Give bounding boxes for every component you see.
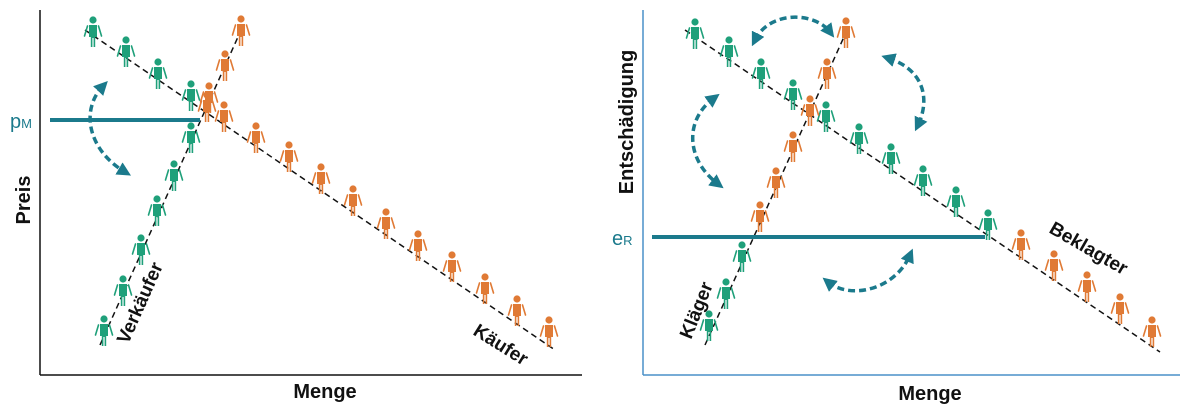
person-icon [215,50,235,81]
left-x-axis-label: Menge [293,381,356,403]
person-icon [279,141,299,172]
person-icon [147,195,167,226]
person-icon [685,18,705,49]
person-icon [343,185,363,216]
person-icon [1011,229,1031,260]
person-icon [164,160,184,191]
person-icon [442,251,462,282]
person-icon [376,208,396,239]
left-y-axis-label: Preis [13,176,35,225]
person-icon [1110,293,1130,324]
curved-arrow-icon [88,80,132,176]
person-icon [836,17,856,48]
person-icon [913,165,933,196]
person-icon [148,58,168,89]
right-x-axis-label: Menge [898,383,961,405]
person-icon [113,275,133,306]
person-icon [408,230,428,261]
person-icon [131,234,151,265]
person-icon [751,58,771,89]
left-demand-curve-label: Käufer [469,320,532,370]
person-icon [507,295,527,326]
person-icon [716,278,736,309]
person-icon [94,315,114,346]
person-icon [719,36,739,67]
person-icon [1142,316,1162,347]
person-icon [199,82,219,113]
left-supply-curve [99,27,243,346]
person-icon [849,123,869,154]
person-icon [699,310,719,341]
left-equilibrium-label: pM [10,111,32,133]
person-icon [214,101,234,132]
person-icon [1044,250,1064,281]
left-panel: pM Preis Menge Verkäufer Käufer [10,10,582,403]
right-panel: eR Entschädigung Menge Kläger Beklagter [612,10,1180,405]
person-icon [181,122,201,153]
right-equilibrium-label: eR [612,228,633,250]
person-icon [116,36,136,67]
person-icon [946,186,966,217]
curved-arrow-icon [881,53,928,132]
person-icon [732,241,752,272]
person-icon [750,201,770,232]
person-icon [816,101,836,132]
person-icon [978,209,998,240]
person-icon [181,80,201,111]
person-icon [783,79,803,110]
person-icon [83,16,103,47]
person-icon [783,131,803,162]
person-icon [817,58,837,89]
right-supply-curve-label: Kläger [676,279,718,342]
person-icon [1077,271,1097,302]
person-icon [766,167,786,198]
right-demand-curve-label: Beklagter [1046,218,1132,280]
person-icon [881,143,901,174]
curved-arrow-icon [690,93,724,189]
right-people-group [685,17,1162,347]
right-demand-curve [684,29,1161,353]
right-y-axis-label: Entschädigung [616,50,638,194]
curved-arrow-icon [822,248,914,293]
person-icon [539,316,559,347]
left-people-group [83,15,559,347]
curved-arrow-icon [751,15,835,47]
person-icon [800,95,820,126]
person-icon [311,163,331,194]
person-icon [231,15,251,46]
person-icon [246,122,266,153]
person-icon [475,273,495,304]
